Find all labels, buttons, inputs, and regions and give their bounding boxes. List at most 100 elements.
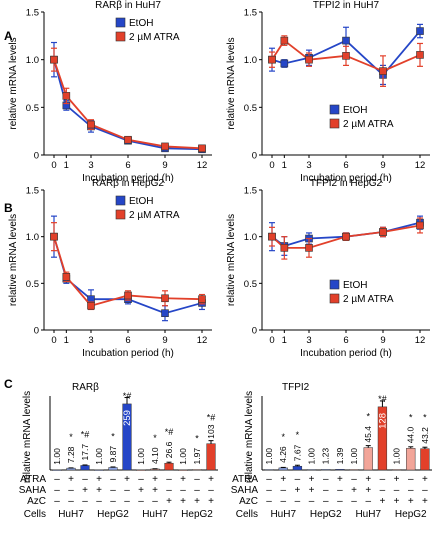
data-point: [268, 232, 276, 241]
x-axis-label: Incubation period (h): [82, 348, 174, 359]
x-tick-label: 12: [197, 335, 208, 346]
treatment-symbol: –: [68, 496, 74, 507]
y-tick-label: 0.5: [244, 103, 257, 114]
treatment-symbol: +: [208, 496, 214, 507]
chart-title: TFPI2: [282, 382, 310, 393]
x-tick-label: 3: [88, 160, 93, 171]
row-label: AzC: [239, 496, 258, 507]
treatment-symbol: +: [422, 474, 428, 485]
x-tick-label: 12: [415, 335, 426, 346]
x-tick-label: 9: [162, 335, 167, 346]
treatment-symbol: +: [96, 474, 102, 485]
treatment-symbol: –: [138, 496, 144, 507]
significance-mark: *#: [207, 413, 216, 423]
bar: [66, 467, 76, 471]
treatment-symbol: –: [295, 474, 301, 485]
treatment-symbol: +: [394, 496, 400, 507]
legend-label: EtOH: [343, 105, 367, 116]
y-tick-label: 1.0: [244, 232, 257, 243]
bar: [335, 469, 345, 471]
bar: [349, 469, 359, 471]
bar: [192, 469, 202, 471]
data-label: 1.00: [178, 448, 188, 465]
y-axis-label: relative mRNA levels: [8, 214, 19, 306]
y-tick-label: 0: [34, 151, 39, 162]
x-tick-label: 9: [380, 335, 385, 346]
bar: [136, 469, 146, 471]
y-tick-label: 0.5: [244, 279, 257, 290]
treatment-symbol: –: [194, 485, 200, 496]
bar: [363, 447, 373, 471]
panel-letter-c: C: [4, 377, 13, 391]
treatment-symbol: –: [110, 474, 116, 485]
treatment-symbol: +: [365, 485, 371, 496]
y-axis-label: relative mRNA levels: [22, 391, 33, 483]
cell-group-label: HepG2: [395, 509, 427, 520]
bar: [178, 469, 188, 471]
treatment-symbol: –: [266, 474, 272, 485]
bar: [306, 469, 317, 471]
significance-mark: *: [111, 431, 115, 441]
treatment-symbol: +: [294, 485, 300, 496]
row-label: SAHA: [19, 485, 47, 496]
significance-mark: *: [69, 432, 73, 442]
x-tick-label: 9: [380, 160, 385, 171]
y-tick-label: 0: [252, 151, 257, 162]
data-label: 4.10: [150, 447, 160, 464]
row-label: ATRA: [232, 474, 258, 485]
legend-swatch: [115, 209, 126, 220]
treatment-symbol: +: [394, 474, 400, 485]
data-label: 1.39: [335, 447, 345, 464]
data-point: [62, 92, 71, 100]
treatment-symbol: –: [295, 496, 301, 507]
significance-mark: *: [296, 430, 300, 440]
legend-swatch: [329, 279, 340, 290]
bar: [391, 469, 402, 471]
legend-label: 2 µM ATRA: [129, 210, 180, 221]
bar: [108, 467, 118, 471]
y-tick-label: 0.5: [26, 103, 39, 114]
x-tick-label: 3: [306, 160, 311, 171]
x-tick-label: 6: [343, 335, 348, 346]
x-tick-label: 6: [343, 160, 348, 171]
data-point: [87, 120, 95, 129]
legend-label: EtOH: [129, 196, 153, 207]
chart-title: TFPI2 in HuH7: [313, 0, 380, 11]
treatment-symbol: –: [408, 485, 414, 496]
treatment-symbol: +: [422, 496, 428, 507]
x-tick-label: 3: [306, 335, 311, 346]
data-label: 1.00: [349, 448, 359, 465]
significance-mark: *: [423, 413, 427, 423]
treatment-symbol: –: [323, 485, 329, 496]
bar: [164, 462, 174, 471]
y-axis-label: relative mRNA levels: [244, 391, 255, 483]
data-point: [268, 55, 276, 64]
bar: [321, 469, 331, 471]
treatment-symbol: –: [138, 474, 144, 485]
cell-group-label: HepG2: [310, 509, 342, 520]
data-point: [62, 272, 71, 281]
treatment-symbol: –: [266, 496, 272, 507]
treatment-symbol: –: [323, 496, 329, 507]
treatment-symbol: +: [124, 474, 130, 485]
treatment-symbol: –: [266, 485, 272, 496]
bar: [52, 469, 62, 471]
x-tick-label: 0: [269, 335, 274, 346]
cell-group-label: HuH7: [270, 509, 296, 520]
significance-mark: *: [153, 433, 157, 443]
treatment-symbol: –: [309, 496, 315, 507]
data-point: [416, 221, 424, 230]
data-label: 259: [122, 410, 133, 426]
data-point: [280, 59, 289, 68]
data-point: [305, 244, 313, 252]
row-label: Cells: [24, 509, 46, 520]
treatment-symbol: –: [280, 496, 286, 507]
y-tick-label: 1.5: [244, 8, 257, 19]
x-tick-label: 0: [51, 160, 56, 171]
treatment-symbol: +: [337, 474, 343, 485]
legend-swatch: [115, 195, 126, 206]
treatment-symbol: +: [152, 474, 158, 485]
